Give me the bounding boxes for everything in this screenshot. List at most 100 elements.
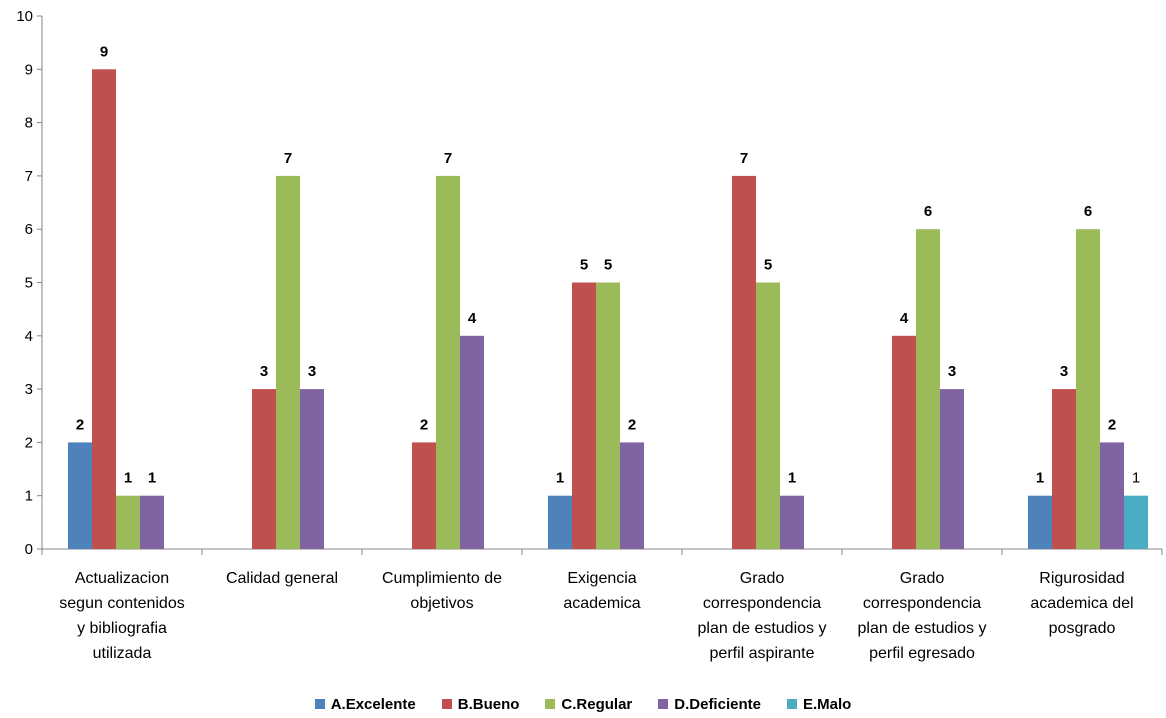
legend-swatch — [441, 699, 452, 709]
category-label: Actualizacion — [75, 570, 169, 587]
legend-label: B.Bueno — [457, 695, 520, 713]
legend-label: C.Regular — [561, 695, 633, 713]
y-tick-label: 1 — [25, 488, 33, 505]
data-label: 4 — [900, 310, 909, 327]
data-label: 7 — [444, 150, 452, 167]
bar — [1076, 229, 1100, 549]
data-label: 1 — [1132, 470, 1140, 487]
data-label: 1 — [1036, 470, 1044, 487]
category-label: Grado — [900, 570, 945, 587]
bar — [276, 175, 300, 549]
y-axis: 0 1 2 3 4 5 6 7 8 9 10 — [16, 8, 1163, 558]
bar — [1124, 495, 1148, 549]
bar — [916, 229, 940, 549]
bar — [756, 282, 780, 549]
bar — [300, 389, 324, 549]
legend-label: D.Deficiente — [674, 695, 761, 713]
category-label: correspondencia — [703, 595, 821, 612]
category-label: academica — [563, 595, 640, 612]
legend-item: C.Regular — [545, 696, 632, 713]
y-tick-label: 10 — [16, 8, 33, 25]
bar — [596, 282, 620, 549]
data-label: 3 — [1060, 363, 1068, 380]
category-label: Rigurosidad — [1039, 570, 1124, 587]
category-label: perfil egresado — [869, 645, 975, 662]
bar — [412, 442, 436, 549]
bar — [140, 495, 164, 549]
legend-swatch — [786, 699, 797, 709]
y-tick-label: 2 — [25, 434, 33, 451]
legend-swatch — [314, 699, 325, 709]
bar — [460, 335, 484, 549]
category-label: utilizada — [93, 645, 152, 662]
y-tick-label: 6 — [25, 221, 33, 238]
category-label: Cumplimiento de — [382, 570, 502, 587]
category-label: posgrado — [1049, 620, 1116, 637]
category-label: y bibliografia — [77, 620, 167, 637]
data-label: 2 — [76, 416, 84, 433]
data-label: 5 — [604, 257, 612, 274]
bar — [1100, 442, 1124, 549]
y-tick-label: 8 — [25, 115, 33, 132]
legend: A.Excelente B.Bueno C.Regular D.Deficiente E… — [0, 694, 1166, 714]
category-label: plan de estudios y — [698, 620, 827, 637]
category-label: Grado — [740, 570, 785, 587]
bar — [572, 282, 596, 549]
category-label: objetivos — [410, 595, 473, 612]
bar — [116, 495, 140, 549]
bar — [732, 175, 756, 549]
bar — [1028, 495, 1052, 549]
data-label: 4 — [468, 310, 477, 327]
category-label: academica del — [1030, 595, 1133, 612]
y-tick-label: 4 — [25, 328, 33, 345]
category-labels: Actualizacion segun contenidos y bibliogra… — [59, 570, 1133, 662]
data-label: 3 — [308, 363, 316, 380]
legend-label: A.Excelente — [330, 695, 416, 713]
bar — [252, 389, 276, 549]
data-label: 2 — [628, 416, 636, 433]
data-label: 1 — [556, 470, 564, 487]
category-label: plan de estudios y — [858, 620, 987, 637]
data-label: 1 — [148, 470, 156, 487]
bar — [892, 335, 916, 549]
bar — [548, 495, 572, 549]
legend-item: D.Deficiente — [658, 696, 761, 713]
data-label: 3 — [948, 363, 956, 380]
data-label: 2 — [1108, 416, 1116, 433]
legend-item: E.Malo — [786, 695, 852, 713]
bar — [780, 495, 804, 549]
y-tick-label: 7 — [25, 168, 33, 185]
data-label: 6 — [1084, 203, 1092, 220]
data-label: 1 — [788, 470, 796, 487]
bars — [68, 69, 1148, 550]
data-label: 2 — [420, 416, 428, 433]
y-tick-label: 9 — [25, 61, 33, 78]
category-label: correspondencia — [863, 595, 981, 612]
bar — [620, 442, 644, 549]
bar — [92, 69, 116, 550]
y-tick-label: 0 — [25, 541, 33, 558]
category-label: Calidad general — [226, 570, 338, 587]
legend-swatch — [658, 699, 669, 709]
legend-item: A.Excelente — [314, 695, 416, 713]
category-label: perfil aspirante — [710, 645, 815, 662]
legend-swatch — [545, 699, 556, 709]
data-label: 5 — [580, 257, 588, 274]
bar — [940, 389, 964, 549]
data-label: 7 — [740, 150, 748, 167]
data-label: 6 — [924, 203, 932, 220]
y-tick-label: 5 — [25, 275, 33, 292]
data-label: 5 — [764, 257, 772, 274]
data-label: 1 — [124, 470, 132, 487]
y-tick-label: 3 — [25, 381, 33, 398]
data-label: 7 — [284, 150, 292, 167]
legend-label: E.Malo — [802, 695, 852, 713]
category-label: segun contenidos — [59, 595, 184, 612]
bar — [1052, 389, 1076, 549]
category-label: Exigencia — [567, 570, 636, 587]
bar — [436, 175, 460, 549]
bar — [68, 442, 92, 549]
data-label: 3 — [260, 363, 268, 380]
